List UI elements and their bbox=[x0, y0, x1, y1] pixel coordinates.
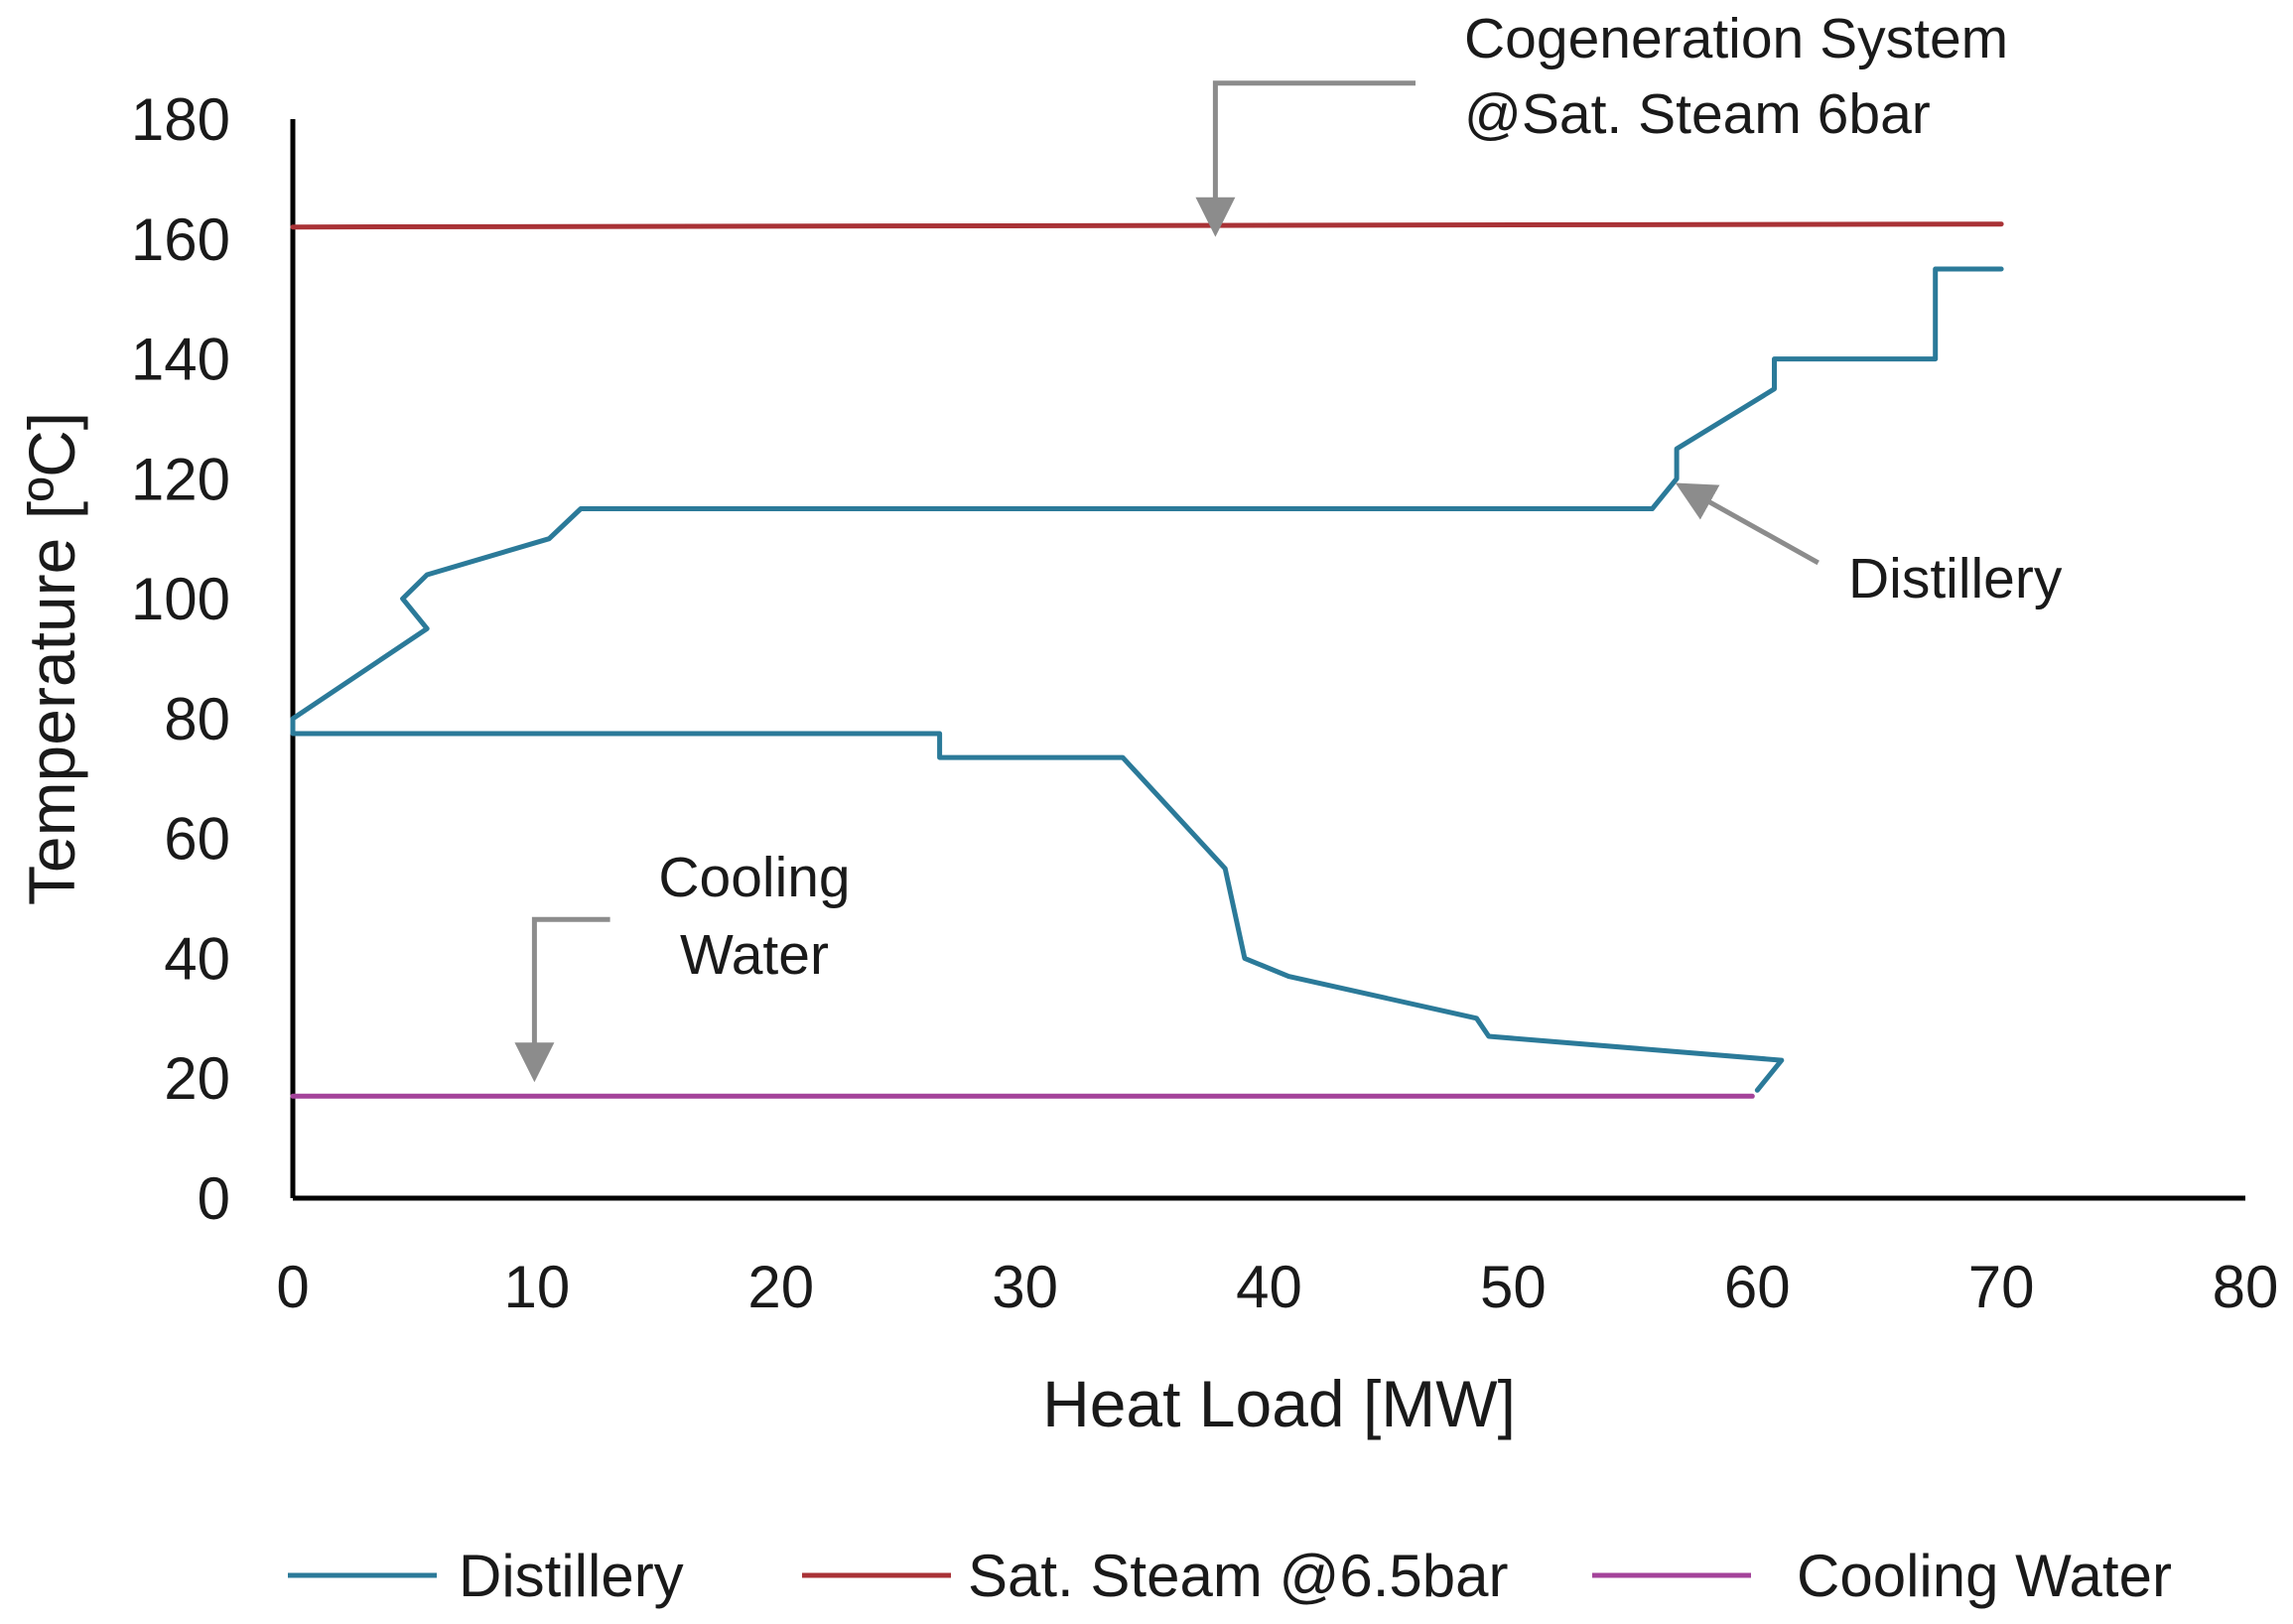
y-tick-label: 140 bbox=[131, 327, 230, 393]
y-tick-label: 120 bbox=[131, 446, 230, 512]
annotation-label-cooling-water: Cooling bbox=[658, 846, 850, 909]
y-tick-label: 20 bbox=[164, 1045, 230, 1112]
legend-label-distillery: Distillery bbox=[459, 1543, 684, 1609]
annotation-arrow-distillery bbox=[1675, 482, 1820, 566]
x-tick-label: 0 bbox=[276, 1254, 309, 1320]
x-tick-label: 30 bbox=[992, 1254, 1058, 1320]
y-axis-title: Temperature [ºC] bbox=[15, 412, 88, 905]
x-tick-label: 60 bbox=[1724, 1254, 1791, 1320]
x-tick-label: 10 bbox=[504, 1254, 571, 1320]
legend-item-cooling-water: Cooling Water bbox=[1592, 1543, 2172, 1609]
y-tick-label: 80 bbox=[164, 686, 230, 752]
annotation-cooling-water: Cooling Water bbox=[514, 846, 851, 1083]
y-tick-label: 40 bbox=[164, 925, 230, 992]
legend: Distillery Sat. Steam @6.5bar Cooling Wate… bbox=[288, 1543, 2172, 1609]
y-tick-label: 60 bbox=[164, 806, 230, 873]
annotation-cogeneration: Cogeneration System @Sat. Steam 6bar bbox=[1195, 7, 2008, 237]
annotation-label-distillery: Distillery bbox=[1848, 547, 2063, 610]
annotation-arrow-cooling-water bbox=[514, 916, 610, 1083]
annotation-distillery: Distillery bbox=[1675, 482, 2063, 610]
annotation-arrow-cogeneration bbox=[1195, 80, 1416, 237]
series-line-sat-steam-6-5bar bbox=[290, 221, 2004, 230]
x-axis-title: Heat Load [MW] bbox=[1042, 1367, 1516, 1440]
x-tick-labels: 0 10 20 30 40 50 60 70 80 bbox=[276, 1254, 2278, 1320]
x-tick-label: 50 bbox=[1480, 1254, 1547, 1320]
legend-label-sat-steam-6-5bar: Sat. Steam @6.5bar bbox=[968, 1543, 1509, 1609]
series-line-distillery bbox=[290, 266, 2004, 1093]
legend-label-cooling-water: Cooling Water bbox=[1797, 1543, 2172, 1609]
x-tick-label: 80 bbox=[2213, 1254, 2279, 1320]
annotation-label-cooling-water: Water bbox=[680, 923, 829, 987]
annotation-label-cogeneration: @Sat. Steam 6bar bbox=[1464, 82, 1931, 146]
axes bbox=[290, 119, 2245, 1201]
annotation-layer: Cogeneration System @Sat. Steam 6bar Disti… bbox=[514, 7, 2063, 1083]
x-tick-label: 70 bbox=[1968, 1254, 2035, 1320]
x-tick-label: 40 bbox=[1236, 1254, 1302, 1320]
y-tick-label: 100 bbox=[131, 566, 230, 632]
x-tick-label: 20 bbox=[747, 1254, 814, 1320]
legend-item-sat-steam-6-5bar: Sat. Steam @6.5bar bbox=[802, 1543, 1509, 1609]
legend-item-distillery: Distillery bbox=[288, 1543, 684, 1609]
series-layer bbox=[290, 221, 2004, 1099]
y-tick-label: 160 bbox=[131, 206, 230, 273]
annotation-label-cogeneration: Cogeneration System bbox=[1464, 7, 2008, 70]
y-tick-labels: 0 20 40 60 80 100 120 140 160 180 bbox=[131, 86, 230, 1232]
y-tick-label: 0 bbox=[198, 1165, 230, 1232]
y-tick-label: 180 bbox=[131, 86, 230, 153]
